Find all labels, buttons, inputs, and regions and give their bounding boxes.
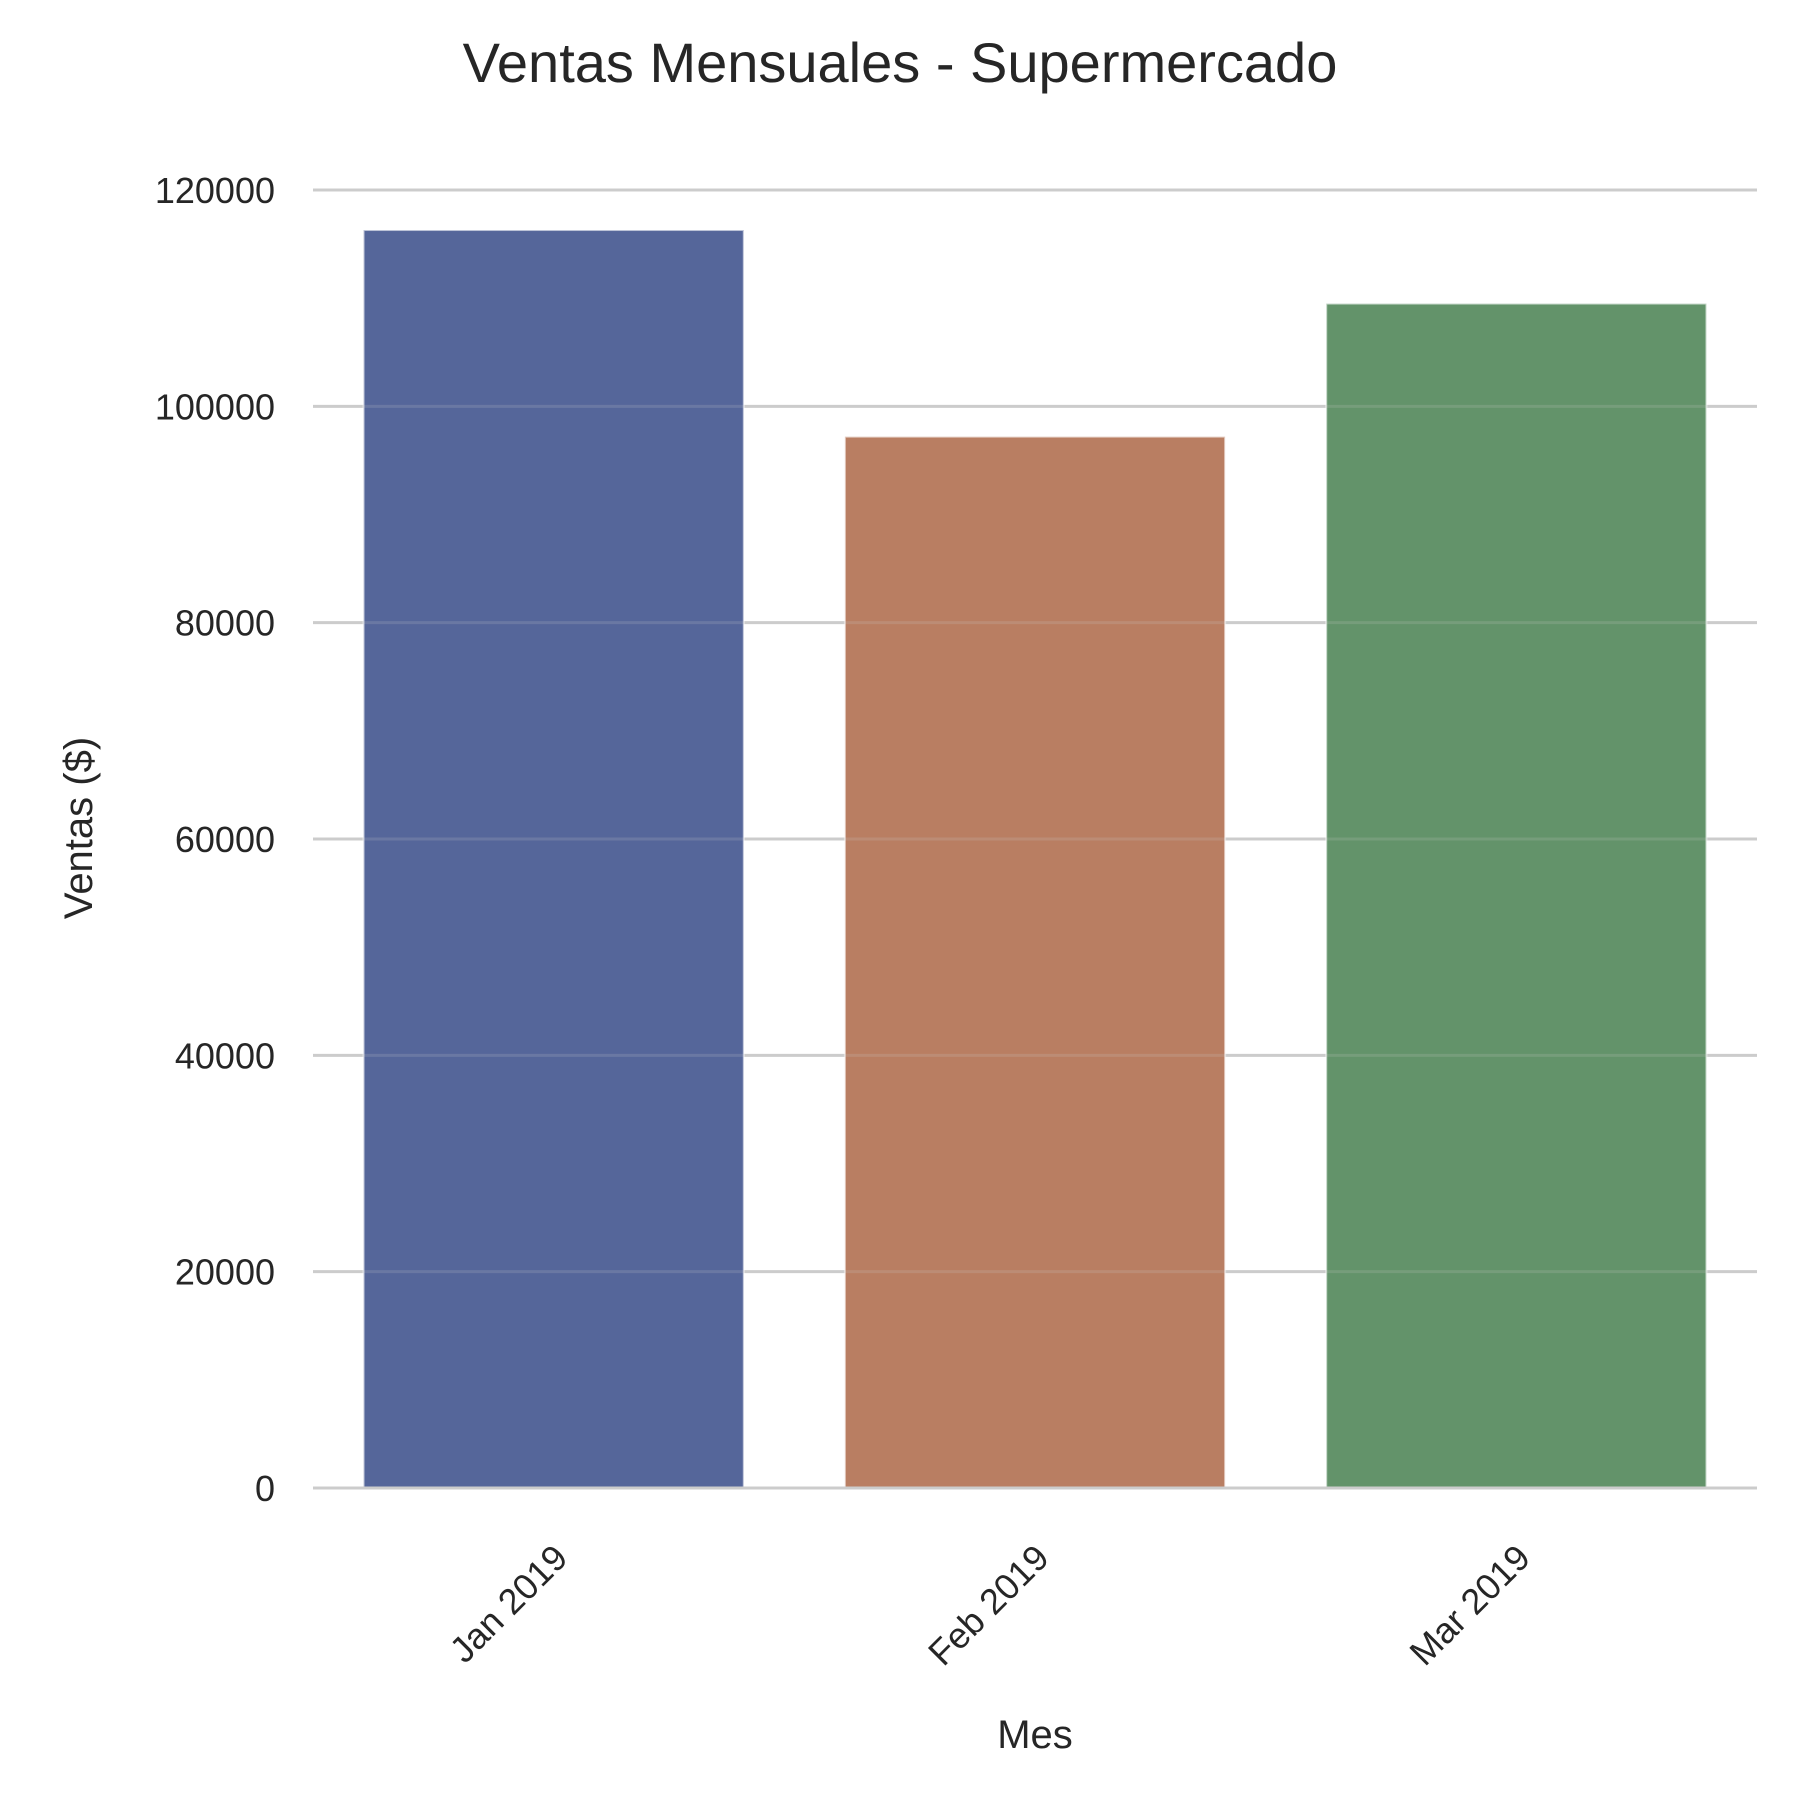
- y-tick-label: 80000: [175, 603, 275, 644]
- gridlines-overlay: [313, 188, 1757, 1274]
- chart-title: Ventas Mensuales - Supermercado: [463, 31, 1338, 94]
- bar-feb-2019: [843, 435, 1227, 1489]
- y-tick-label: 100000: [155, 386, 275, 427]
- x-tick-label: Jan 2019: [442, 1537, 576, 1671]
- bars: [362, 229, 1708, 1490]
- y-tick-label: 20000: [175, 1252, 275, 1293]
- x-tick-label: Mar 2019: [1401, 1537, 1538, 1674]
- y-tick-label: 0: [255, 1468, 275, 1509]
- y-tick-labels: 0 20000 40000 60000 80000 100000 120000: [155, 170, 275, 1509]
- bar-jan-2019: [362, 229, 745, 1490]
- x-tick-labels: Jan 2019 Feb 2019 Mar 2019: [442, 1537, 1538, 1674]
- y-axis-label: Ventas ($): [57, 737, 101, 919]
- bar-mar-2019: [1325, 302, 1708, 1490]
- x-axis-label: Mes: [997, 1713, 1073, 1757]
- y-tick-label: 40000: [175, 1035, 275, 1076]
- x-tick-label: Feb 2019: [920, 1537, 1057, 1674]
- y-tick-label: 60000: [175, 819, 275, 860]
- y-tick-label: 120000: [155, 170, 275, 211]
